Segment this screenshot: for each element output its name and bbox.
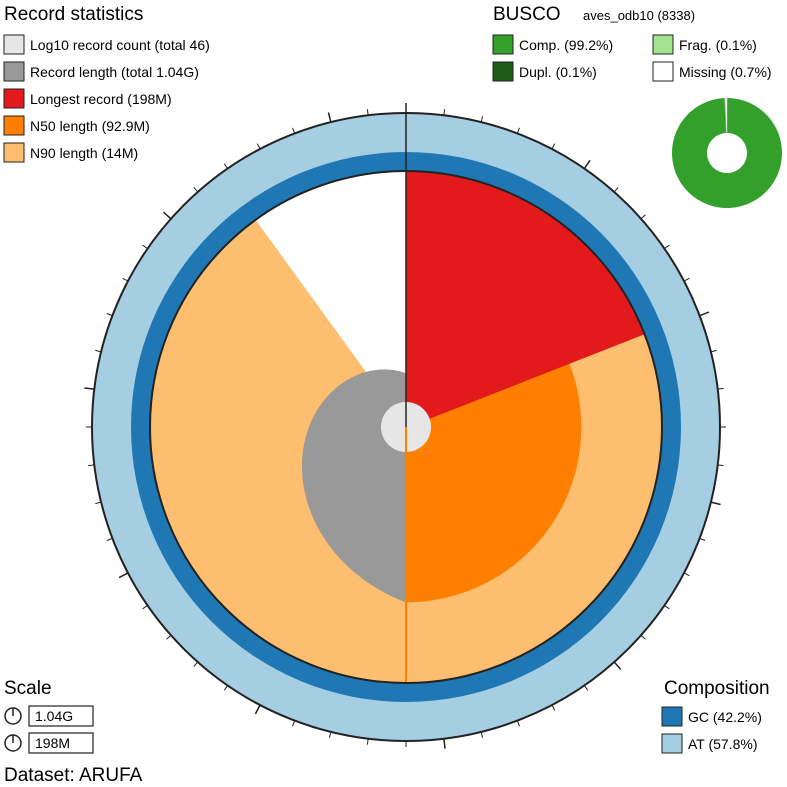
outer-tick [516,720,520,727]
snail-chart [84,97,782,749]
legend-composition: GC (42.2%) AT (57.8%) [661,706,762,754]
legend-label-gc: GC (42.2%) [688,709,762,725]
legend-label-duplicated: Dupl. (0.1%) [519,64,597,80]
outer-tick [583,685,589,691]
outer-tick [717,387,724,390]
outer-tick [106,537,113,541]
busco-duplicated-segment [724,98,727,134]
scale-radius-row: 198M [4,732,94,754]
outer-tick [613,187,619,193]
outer-tick [583,159,591,170]
legend-busco: Comp. (99.2%) Frag. (0.1%) Dupl. (0.1%) … [492,34,772,82]
outer-tick [640,634,646,640]
scale-circumference-row: 1.04G [4,705,94,727]
legend-swatch-gc [661,706,683,727]
outer-tick [717,464,724,467]
outer-tick [292,127,296,134]
legend-label-at: AT (57.8%) [688,736,758,752]
busco-missing-segment [724,97,728,134]
outer-tick [327,112,332,123]
outer-tick [683,277,690,282]
outer-tick [223,163,229,169]
outer-tick [683,572,690,577]
longest-record-sector [406,171,645,427]
outer-tick [193,187,199,193]
outer-tick [366,738,369,745]
legend-record-statistics: Log10 record count (total 46) Record len… [3,34,210,163]
legend-label-n50: N50 length (92.9M) [30,118,150,134]
legend-swatch-complete [492,34,514,55]
legend-label-longest: Longest record (198M) [30,91,172,107]
outer-tick [443,109,446,116]
outer-tick [193,661,199,667]
legend-swatch-longest [3,88,25,109]
outer-tick [95,349,102,353]
outer-tick [256,143,261,150]
record-length-spiral [301,369,406,603]
outer-tick [166,634,172,640]
legend-swatch-n50 [3,115,25,136]
busco-heading: BUSCO [493,4,561,25]
scale-heading: Scale [4,678,52,699]
outer-tick [699,311,710,317]
outer-tick [95,501,102,505]
legend-swatch-n90 [3,142,25,163]
outer-tick [118,572,129,579]
outer-tick [366,109,369,116]
scale-circumference-value: 1.04G [35,708,73,724]
outer-tick [122,277,129,282]
legend-swatch-missing [652,61,674,82]
outer-tick [84,387,95,390]
busco-complete-segment [672,98,782,209]
outer-tick [699,537,706,541]
legend-label-missing: Missing (0.7%) [679,64,772,80]
outer-tick [551,143,556,150]
legend-swatch-fragmented [652,34,674,55]
outer-tick [142,244,148,250]
outer-tick [664,604,670,610]
outer-tick [516,127,520,134]
legend-swatch-duplicated [492,61,514,82]
dataset-label: Dataset: ARUFA [4,765,143,786]
legend-label-length: Record length (total 1.04G) [30,64,199,80]
legend-label-count: Log10 record count (total 46) [30,37,210,53]
outer-tick [480,731,484,738]
outer-tick [223,685,229,691]
outer-tick [443,738,446,749]
outer-tick [88,464,95,467]
outer-tick [710,349,717,353]
legend-label-n90: N90 length (14M) [30,145,138,161]
scale-radius-value: 198M [35,735,70,751]
outer-tick [664,244,670,250]
legend-swatch-length [3,61,25,82]
scale-radius-box [28,732,94,754]
legend-swatch-count [3,34,25,55]
outer-tick [710,501,721,506]
outer-tick [162,211,172,220]
outer-tick [106,313,113,317]
record-statistics-heading: Record statistics [4,4,143,25]
outer-tick [142,604,148,610]
outer-tick [328,731,332,738]
outer-tick [551,704,556,711]
scale-circumference-box [28,705,94,727]
legend-label-complete: Comp. (99.2%) [519,37,613,53]
legend-swatch-at [661,733,683,754]
outer-tick [254,704,261,715]
outer-tick [613,661,622,671]
outer-tick [480,116,484,123]
legend-label-fragmented: Frag. (0.1%) [679,37,757,53]
outer-tick [292,720,296,727]
composition-heading: Composition [664,678,770,699]
outer-tick [640,214,646,220]
longest-record-line [405,332,645,428]
busco-lineage: aves_odb10 (8338) [583,8,695,23]
